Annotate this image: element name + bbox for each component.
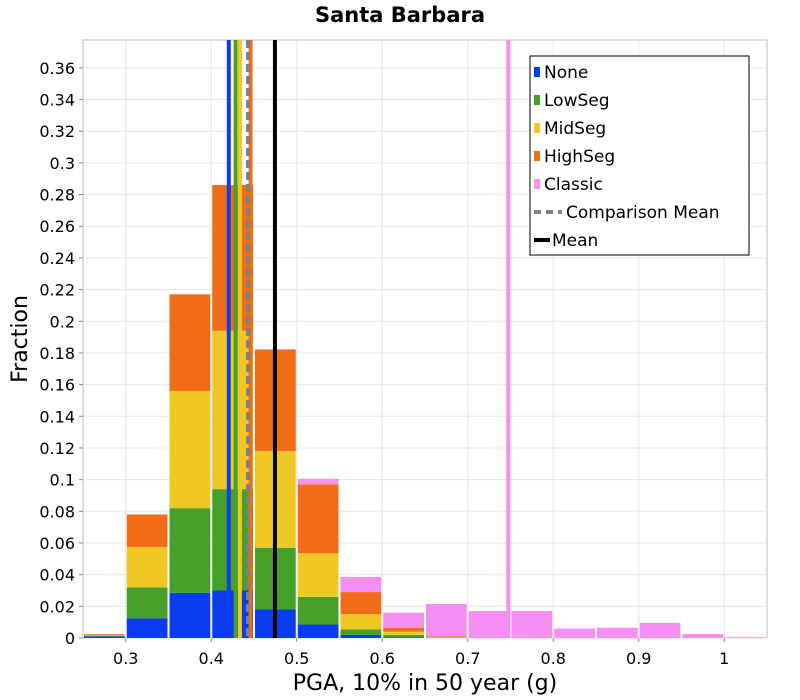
y-tick-label: 0.28: [39, 186, 75, 205]
x-tick-label: 0.7: [455, 649, 480, 668]
bar-highseg-bin-8: [426, 636, 467, 638]
y-tick-label: 0.24: [39, 249, 75, 268]
bar-midseg-bin-6: [340, 614, 382, 630]
bar-midseg-bin-5: [297, 553, 339, 597]
y-tick-label: 0.32: [39, 122, 75, 141]
legend-box: [529, 55, 750, 256]
mean-lines: [226, 40, 511, 638]
bar-highseg-bin-5: [297, 484, 339, 554]
legend-label-none: None: [544, 63, 588, 83]
legend-label-midseg: MidSeg: [544, 119, 606, 139]
bar-classic-bin-15: [725, 637, 766, 638]
y-tick-label: 0.34: [39, 91, 75, 110]
bar-highseg-bin-7: [383, 627, 424, 632]
bar-classic-bin-9: [468, 611, 510, 638]
legend-swatch-classic: [534, 179, 540, 189]
bar-highseg-bin-1: [126, 514, 168, 547]
y-tick-label: 0.1: [50, 471, 75, 490]
legend-swatch-highseg: [534, 151, 540, 161]
bar-classic-bin-7: [383, 612, 424, 628]
x-tick-label: 0.8: [541, 649, 566, 668]
bar-classic-bin-6: [340, 577, 382, 593]
legend-label-highseg: HighSeg: [544, 147, 615, 167]
legend-swatch-lowseg: [534, 95, 540, 105]
bar-classic-bin-12: [597, 627, 638, 638]
x-tick-label: 1: [719, 649, 729, 668]
bar-none-bin-2: [169, 592, 211, 638]
x-tick-label: 0.5: [284, 649, 309, 668]
x-tick-label: 0.4: [199, 649, 224, 668]
y-tick-label: 0.18: [39, 344, 75, 363]
legend-label-classic: Classic: [544, 175, 603, 195]
y-tick-label: 0.16: [39, 376, 75, 395]
bar-highseg-bin-6: [340, 592, 382, 615]
y-tick-label: 0.12: [39, 439, 75, 458]
bar-lowseg-bin-2: [169, 508, 211, 593]
y-tick-label: 0.36: [39, 59, 75, 78]
bar-lowseg-bin-7: [383, 634, 424, 638]
bar-none-bin-0: [84, 636, 125, 638]
bar-highseg-bin-0: [84, 634, 125, 635]
bar-midseg-bin-1: [126, 546, 168, 588]
bar-classic-bin-5: [297, 478, 339, 485]
y-tick-label: 0: [65, 629, 75, 648]
x-tick-label: 0.9: [626, 649, 651, 668]
bar-midseg-bin-2: [169, 390, 211, 509]
y-tick-label: 0.14: [39, 407, 75, 426]
bar-classic-bin-11: [554, 628, 595, 638]
bar-none-bin-6: [340, 634, 382, 638]
y-tick-label: 0.04: [39, 566, 75, 585]
bar-lowseg-bin-0: [84, 635, 125, 637]
legend-label-comparison-mean: Comparison Mean: [566, 203, 720, 223]
bar-lowseg-bin-5: [297, 596, 339, 625]
bar-midseg-bin-0: [84, 634, 125, 636]
bar-classic-bin-14: [682, 634, 724, 638]
bar-midseg-bin-7: [383, 631, 424, 635]
y-tick-label: 0.06: [39, 534, 75, 553]
y-tick-label: 0.08: [39, 502, 75, 521]
x-axis-ticks: 0.3 0.4 0.5 0.6 0.7 0.8 0.9 1: [113, 638, 729, 668]
bar-none-bin-1: [126, 618, 168, 638]
bar-classic-bin-13: [639, 622, 681, 638]
legend-swatch-none: [534, 67, 540, 77]
y-axis-ticks: 0 0.02 0.04 0.06 0.08 0.1 0.12 0.14 0.16 0.18 0.2 0…: [39, 59, 83, 648]
legend: None LowSeg MidSeg HighSeg Classic Comparison…: [529, 55, 750, 256]
x-tick-label: 0.3: [113, 649, 138, 668]
y-tick-label: 0.3: [50, 154, 75, 173]
bar-highseg-bin-2: [169, 294, 211, 391]
y-tick-label: 0.2: [50, 312, 75, 331]
y-tick-label: 0.02: [39, 597, 75, 616]
legend-label-lowseg: LowSeg: [544, 91, 610, 111]
chart-title: Santa Barbara: [315, 3, 485, 27]
legend-label-mean: Mean: [552, 231, 598, 251]
y-tick-label: 0.26: [39, 217, 75, 236]
bar-none-bin-5: [297, 624, 339, 638]
bar-lowseg-bin-6: [340, 629, 382, 635]
bar-classic-bin-8: [426, 603, 467, 637]
bar-lowseg-bin-1: [126, 587, 168, 619]
y-tick-label: 0.22: [39, 281, 75, 300]
bar-classic-bin-10: [511, 611, 553, 638]
x-axis-label: PGA, 10% in 50 year (g): [293, 671, 557, 696]
y-axis-label: Fraction: [8, 295, 33, 383]
bar-none-bin-7: [383, 637, 424, 638]
legend-swatch-midseg: [534, 123, 540, 133]
x-tick-label: 0.6: [370, 649, 395, 668]
